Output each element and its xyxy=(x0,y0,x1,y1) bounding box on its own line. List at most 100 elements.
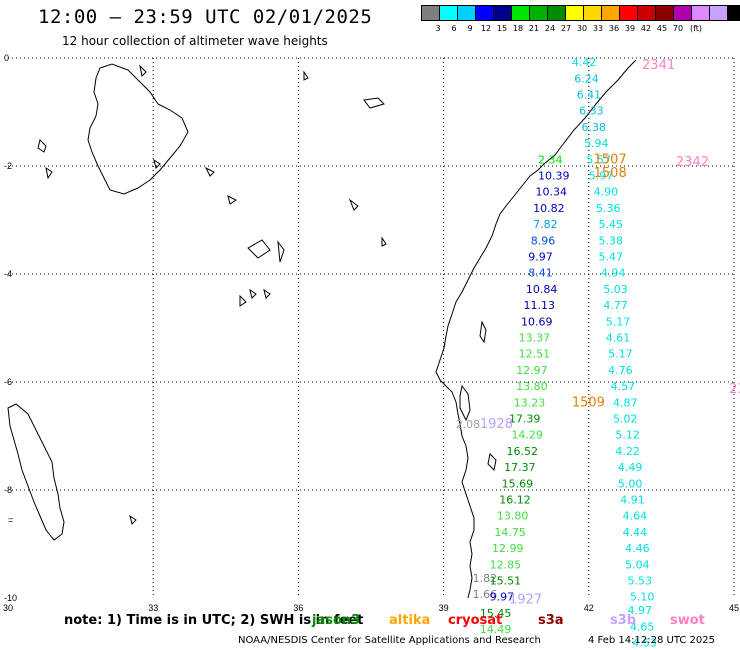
legend-label: 18 xyxy=(512,24,524,33)
wave-height-value: 4.77 xyxy=(603,299,628,312)
wave-height-value: 5.94 xyxy=(584,137,609,150)
wave-height-value: 10.82 xyxy=(533,202,565,215)
wave-height-value: 14.49 xyxy=(480,623,512,636)
legend-label: 24 xyxy=(544,24,556,33)
wave-height-value: 10.84 xyxy=(526,283,558,296)
wave-height-value: 5.53 xyxy=(628,575,653,588)
wave-height-value: 13.80 xyxy=(516,380,548,393)
wave-height-value: 10.34 xyxy=(536,186,568,199)
satellite-label-cryosat: cryosat xyxy=(448,613,503,628)
wave-height-value: 4.42 xyxy=(572,56,597,69)
track-id-label: 1509 xyxy=(572,395,605,410)
footer-note: note: 1) Time is in UTC; 2) SWH is in fe… xyxy=(64,613,364,628)
wave-height-value: 10.39 xyxy=(538,170,570,183)
wave-height-value: 5.03 xyxy=(603,283,628,296)
legend-label: (ft) xyxy=(689,24,703,33)
wave-height-value: 5.45 xyxy=(598,218,623,231)
wave-height-labels: 4.42 6.24 6.41 6.33 6.38 5.94 5.57 2341 5.97 4.90… xyxy=(456,56,740,650)
wave-height-value: 4.22 xyxy=(615,445,640,458)
y-tick-label: -2 xyxy=(4,161,12,171)
small-lakes xyxy=(129,70,387,525)
island-mafia xyxy=(487,452,497,472)
legend-label: 36 xyxy=(608,24,620,33)
wave-height-value: 13.23 xyxy=(514,396,546,409)
wave-height-value: 4.64 xyxy=(623,510,648,523)
wave-height-value: 11.13 xyxy=(523,299,555,312)
x-tick-label: 45 xyxy=(729,603,739,613)
wave-height-value: 4.57 xyxy=(611,380,636,393)
wave-height-value: 5.38 xyxy=(598,234,623,247)
wave-height-value: 5.17 xyxy=(608,348,633,361)
y-tick-label: = xyxy=(8,515,13,525)
legend-label: 39 xyxy=(624,24,636,33)
legend-label: 9 xyxy=(467,24,473,33)
wave-height-value: 4.97 xyxy=(628,604,653,617)
wave-height-value: 7.82 xyxy=(533,218,558,231)
track-id-label: 1927 xyxy=(509,592,542,607)
legend-label: 15 xyxy=(496,24,508,33)
x-tick-label: 30 xyxy=(3,603,13,613)
lake-tanganyika xyxy=(7,403,65,541)
wave-height-value: 5.57 xyxy=(586,153,611,166)
legend-label: 33 xyxy=(592,24,604,33)
legend-label: 12 xyxy=(480,24,492,33)
wave-height-value: 9.97 xyxy=(490,591,514,604)
wave-height-value: 4.90 xyxy=(594,186,619,199)
wave-height-value: 2.08 xyxy=(456,418,481,431)
legend-swatches xyxy=(421,5,740,21)
legend-label: 45 xyxy=(656,24,668,33)
wave-height-value: 14.29 xyxy=(511,429,543,442)
color-legend: 3 6 9 12 15 18 21 24 27 30 33 36 39 42 45 70 (ft) xyxy=(421,5,740,35)
legend-label: 6 xyxy=(451,24,457,33)
x-tick-label: 42 xyxy=(584,603,594,613)
wave-height-value: 6.24 xyxy=(574,72,599,85)
satellite-label-jason3: jason3 xyxy=(312,613,361,628)
x-tick-label: 36 xyxy=(293,603,303,613)
y-tick-label: -10 xyxy=(4,593,17,603)
wave-height-value: 4.94 xyxy=(601,267,626,280)
lake-victoria xyxy=(87,63,189,195)
wave-height-value: 2.34 xyxy=(538,153,563,166)
timestamp-text: 4 Feb 14:12:28 UTC 2025 xyxy=(588,635,715,646)
legend-swatch xyxy=(727,5,740,21)
wave-height-value: 13.80 xyxy=(497,510,528,523)
legend-label: 30 xyxy=(576,24,588,33)
wave-height-value: 15.45 xyxy=(480,607,512,620)
satellite-label-swot: swot xyxy=(670,613,705,628)
wave-height-value: 6.33 xyxy=(579,105,604,118)
track-id-label: 1928 xyxy=(480,417,513,432)
wave-height-value: 8.41 xyxy=(528,267,553,280)
wave-height-value: 4.44 xyxy=(623,526,648,539)
legend-label: 3 xyxy=(435,24,441,33)
wave-height-value: 4.46 xyxy=(625,542,650,555)
wave-height-value: 6.38 xyxy=(582,121,607,134)
wave-height-value: 8.96 xyxy=(531,234,556,247)
x-tick-labels: 30 33 36 39 42 45 xyxy=(3,603,739,613)
wave-height-value: 4.61 xyxy=(606,332,631,345)
track-id-label: 1507 xyxy=(594,152,627,167)
coastline-east-africa xyxy=(435,59,637,599)
y-tick-label: -6 xyxy=(4,377,12,387)
wave-height-value: 12.99 xyxy=(492,542,524,555)
wave-height-value: 5.97 xyxy=(589,170,614,183)
track-id-label: 2341 xyxy=(642,58,675,73)
satellite-label-s3b: s3b xyxy=(610,613,637,628)
legend-label: 70 xyxy=(672,24,684,33)
legend-label: 42 xyxy=(640,24,652,33)
island-zanzibar xyxy=(459,384,471,422)
wave-height-value: 9.97 xyxy=(528,251,553,264)
wave-height-value: 4.53 xyxy=(632,637,657,650)
wave-height-value: 5.47 xyxy=(598,251,623,264)
satellite-label-altika: altika xyxy=(389,613,431,628)
chart-title: 12:00 – 23:59 UTC 02/01/2025 xyxy=(38,6,373,28)
wave-height-value: 1.66 xyxy=(473,588,498,601)
wave-height-value: 16.12 xyxy=(499,494,531,507)
wave-height-value: 5.10 xyxy=(630,591,655,604)
wave-height-value: 1.82 xyxy=(473,572,498,585)
wave-height-value: 17.39 xyxy=(509,413,541,426)
track-id-label: 1508 xyxy=(594,166,627,181)
legend-label: 21 xyxy=(528,24,540,33)
wave-height-value: 13.37 xyxy=(519,332,551,345)
track-id-label: 2342 xyxy=(676,155,709,170)
